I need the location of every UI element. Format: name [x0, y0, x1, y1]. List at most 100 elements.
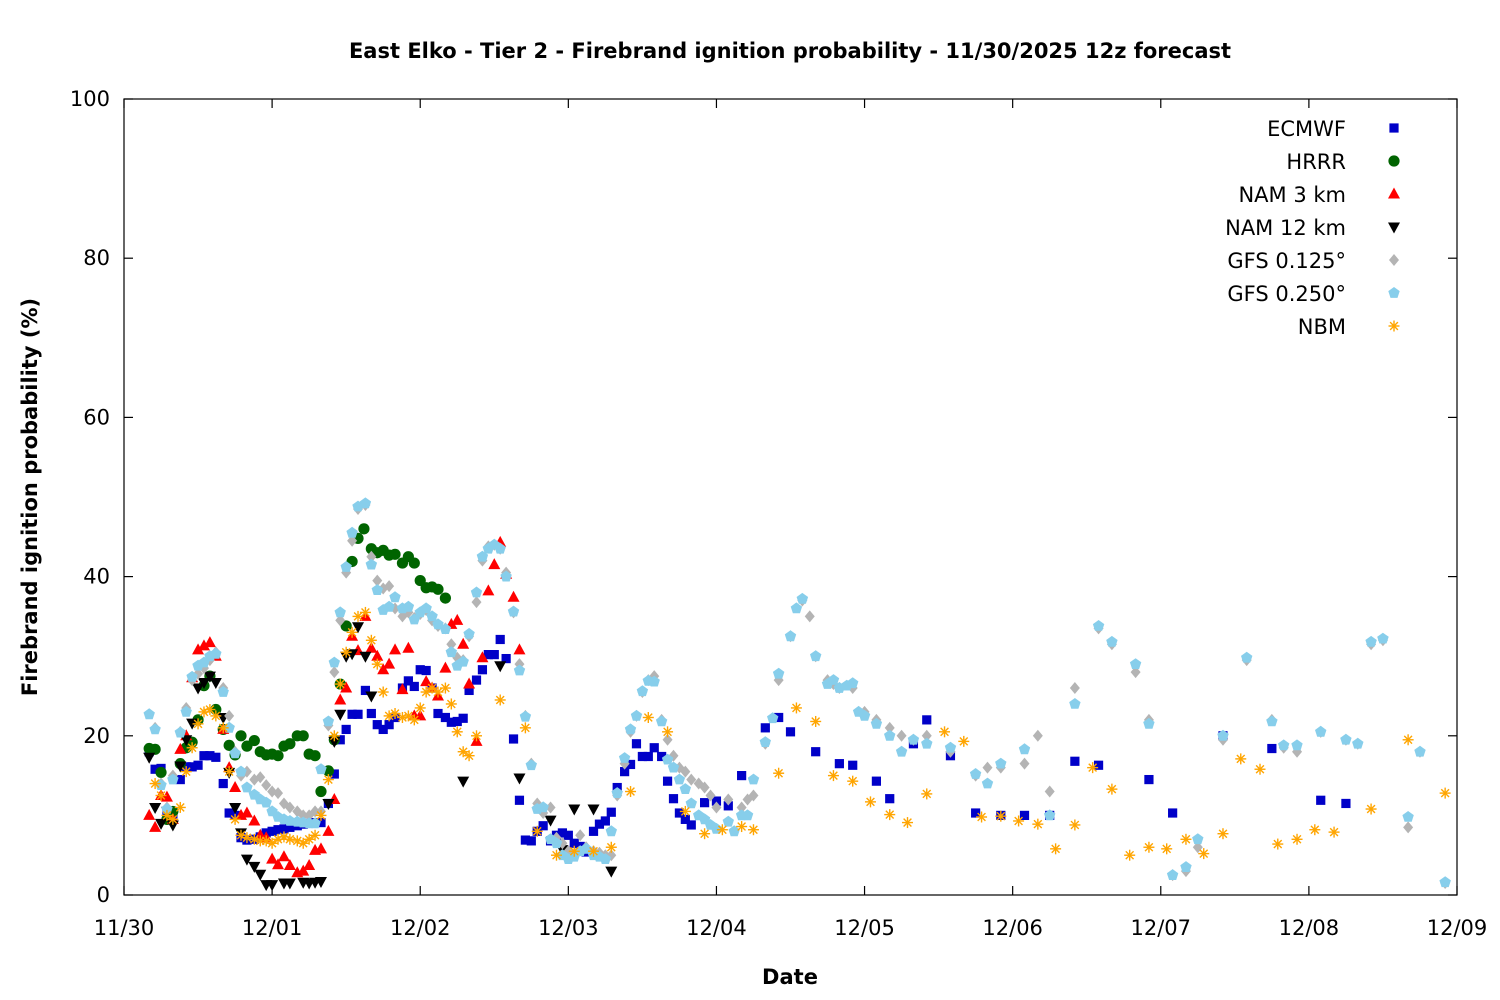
data-point-nbm: [180, 766, 192, 778]
data-point-nam-12-km: [180, 735, 193, 747]
data-point-nbm: [149, 778, 161, 790]
data-point-nbm: [266, 837, 278, 849]
data-point-gfs-0-125: [329, 666, 340, 679]
data-point-gfs-0-250: [655, 715, 668, 727]
legend-label-ecmwf: ECMWF: [1267, 117, 1346, 141]
data-point-nbm: [1032, 818, 1044, 830]
data-point-nbm: [445, 698, 457, 710]
legend-marker-nam-12-km: [1388, 222, 1400, 234]
data-point-nam-3-km: [420, 675, 433, 687]
data-point-nbm: [902, 817, 914, 829]
data-point-ecmwf: [193, 760, 203, 770]
data-point-nbm: [568, 845, 580, 857]
data-point-nam-3-km: [143, 808, 156, 820]
data-point-ecmwf: [433, 708, 443, 719]
data-point-nbm: [414, 702, 426, 714]
data-point-ecmwf: [446, 717, 456, 727]
data-point-nam-12-km: [587, 804, 600, 816]
data-point-gfs-0-250: [1180, 861, 1192, 872]
legend: ECMWF HRRR NAM 3 km NAM 12 km GFS 0.125° GFS …: [1225, 117, 1400, 339]
data-point-gfs-0-125: [284, 801, 295, 814]
data-point-gfs-0-250: [1266, 715, 1278, 727]
data-point-nbm: [463, 750, 475, 762]
y-tick-label: 100: [70, 87, 110, 111]
data-point-nbm: [161, 809, 173, 821]
data-point-gfs-0-250: [1106, 635, 1118, 647]
data-point-gfs-0-250: [1402, 811, 1414, 822]
data-point-nbm: [229, 813, 241, 825]
data-point-nbm: [662, 726, 674, 738]
data-point-ecmwf: [686, 820, 696, 830]
series-nbm: [149, 606, 1451, 861]
data-point-ecmwf: [378, 724, 388, 735]
data-point-gfs-0-250: [685, 797, 697, 809]
data-point-nbm: [699, 828, 711, 840]
data-point-gfs-0-250: [525, 759, 537, 771]
data-point-gfs-0-125: [1130, 666, 1141, 679]
data-point-nbm: [1161, 843, 1173, 855]
data-point-gfs-0-250: [741, 809, 754, 821]
data-point-ecmwf: [464, 685, 474, 696]
data-point-nbm: [1272, 838, 1284, 850]
data-point-nbm: [217, 722, 229, 734]
data-point-nbm: [605, 841, 617, 853]
data-point-ecmwf: [224, 808, 234, 818]
series-nam-3-km: [143, 535, 526, 878]
data-point-gfs-0-250: [827, 674, 840, 685]
data-point-nbm: [747, 824, 759, 836]
data-point-gfs-0-125: [1403, 821, 1414, 834]
data-point-nam-12-km: [203, 671, 216, 683]
data-point-nam-12-km: [229, 802, 242, 814]
data-point-nbm: [494, 694, 506, 706]
data-point-gfs-0-125: [680, 765, 691, 778]
data-point-ecmwf: [483, 650, 493, 660]
data-point-gfs-0-125: [736, 801, 747, 814]
data-point-ecmwf: [563, 830, 573, 840]
data-point-ecmwf: [637, 751, 647, 762]
data-point-nam-3-km: [314, 842, 327, 854]
data-point-hrrr: [309, 750, 321, 762]
y-tick-label: 40: [83, 565, 110, 589]
data-point-gfs-0-125: [662, 733, 673, 746]
data-point-gfs-0-250: [210, 647, 222, 659]
data-point-hrrr: [155, 766, 167, 779]
data-point-nbm: [1180, 833, 1192, 845]
data-point-gfs-0-250: [143, 708, 155, 720]
data-point-gfs-0-250: [1340, 733, 1352, 745]
x-tick-label: 12/09: [1427, 916, 1488, 940]
data-point-gfs-0-250: [1143, 717, 1155, 729]
data-point-ecmwf: [649, 743, 659, 753]
legend-marker-hrrr: [1388, 155, 1400, 167]
data-point-gfs-0-250: [371, 584, 383, 595]
data-point-hrrr: [149, 743, 161, 755]
data-point-nbm: [192, 718, 204, 730]
chart-title: East Elko - Tier 2 - Firebrand ignition …: [349, 39, 1231, 63]
data-point-nbm: [1106, 783, 1118, 795]
data-point-gfs-0-250: [537, 801, 549, 813]
data-point-ecmwf: [205, 751, 215, 761]
data-point-hrrr: [439, 592, 452, 604]
data-point-gfs-0-250: [648, 675, 660, 687]
data-point-gfs-0-250: [513, 664, 526, 676]
data-point-nbm: [773, 767, 785, 779]
data-point-nbm: [1050, 843, 1062, 855]
data-point-nam-12-km: [283, 878, 296, 890]
data-point-ecmwf: [508, 734, 519, 744]
data-point-nbm: [625, 786, 637, 798]
x-tick-label: 12/04: [686, 916, 747, 940]
data-point-nbm: [186, 742, 198, 754]
data-point-nbm: [346, 626, 358, 638]
data-point-gfs-0-250: [810, 650, 822, 662]
data-point-nam-3-km: [297, 864, 310, 876]
data-point-nam-3-km: [371, 649, 384, 661]
data-point-nbm: [790, 702, 802, 714]
y-axis-title: Firebrand ignition probability (%): [18, 298, 42, 696]
data-point-nam-3-km: [240, 806, 253, 818]
data-point-nbm: [402, 710, 414, 722]
data-point-ecmwf: [600, 816, 610, 826]
data-point-ecmwf: [366, 708, 376, 719]
data-point-gfs-0-125: [705, 789, 716, 802]
data-point-gfs-0-250: [1315, 725, 1327, 737]
data-point-gfs-0-250: [630, 709, 643, 721]
